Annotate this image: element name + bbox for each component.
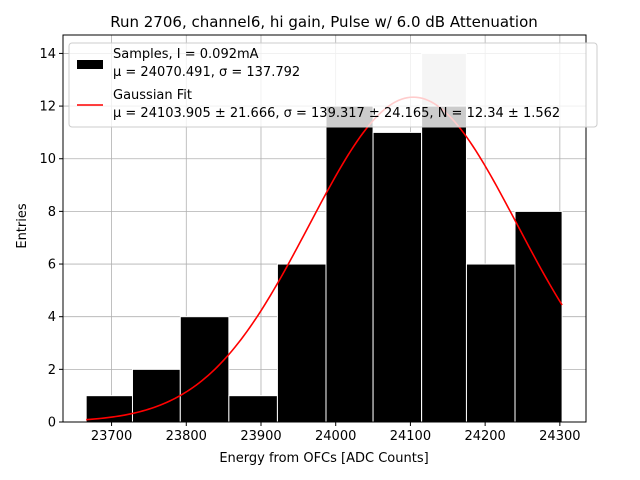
y-tick-label: 0 bbox=[48, 416, 56, 431]
legend-samples-name: Samples, I = 0.092mA bbox=[113, 47, 259, 62]
gaussian-fit-line bbox=[86, 96, 563, 421]
histogram-bar bbox=[228, 395, 278, 423]
chart-title: Run 2706, channel6, hi gain, Pulse w/ 6.… bbox=[110, 13, 538, 31]
x-tick-label: 23800 bbox=[166, 429, 207, 444]
x-axis-label: Energy from OFCs [ADC Counts] bbox=[219, 451, 428, 466]
y-tick-label: 10 bbox=[39, 152, 56, 167]
histogram-bar bbox=[179, 316, 230, 423]
y-tick-label: 4 bbox=[48, 310, 56, 325]
y-tick-label: 2 bbox=[48, 363, 56, 378]
plot-frame bbox=[62, 34, 587, 423]
x-tick-label: 24100 bbox=[390, 429, 431, 444]
y-tick-label: 12 bbox=[39, 100, 56, 115]
y-tick-label: 8 bbox=[48, 205, 56, 220]
x-tick-label: 23700 bbox=[91, 429, 132, 444]
x-tick-label: 24000 bbox=[315, 429, 356, 444]
legend-samples-stats: μ = 24070.491, σ = 137.792 bbox=[113, 65, 300, 80]
histogram-bar bbox=[421, 105, 467, 423]
legend-swatch-samples bbox=[77, 60, 103, 69]
y-axis-label: Entries bbox=[15, 203, 30, 249]
y-tick-label: 14 bbox=[39, 47, 56, 62]
histogram-bar bbox=[276, 263, 327, 423]
y-tick-label: 6 bbox=[48, 258, 56, 273]
histogram-bar bbox=[372, 131, 423, 423]
legend-fit-name: Gaussian Fit bbox=[113, 88, 192, 103]
legend-box bbox=[68, 42, 598, 128]
histogram-bar bbox=[514, 210, 563, 423]
x-tick-label: 23900 bbox=[240, 429, 281, 444]
histogram-bar bbox=[465, 263, 516, 423]
legend: Samples, I = 0.092mA μ = 24070.491, σ = … bbox=[68, 42, 598, 128]
histogram-bar bbox=[131, 368, 181, 423]
gaussian-fit bbox=[86, 96, 563, 421]
axis-ticks: 23700 23800 23900 24000 24100 24200 24300 0 2 4 6 8… bbox=[39, 47, 580, 444]
histogram-bar bbox=[325, 105, 374, 423]
legend-fit-stats: μ = 24103.905 ± 21.666, σ = 139.317 ± 24… bbox=[113, 106, 560, 121]
x-tick-label: 24300 bbox=[539, 429, 580, 444]
x-tick-label: 24200 bbox=[464, 429, 505, 444]
